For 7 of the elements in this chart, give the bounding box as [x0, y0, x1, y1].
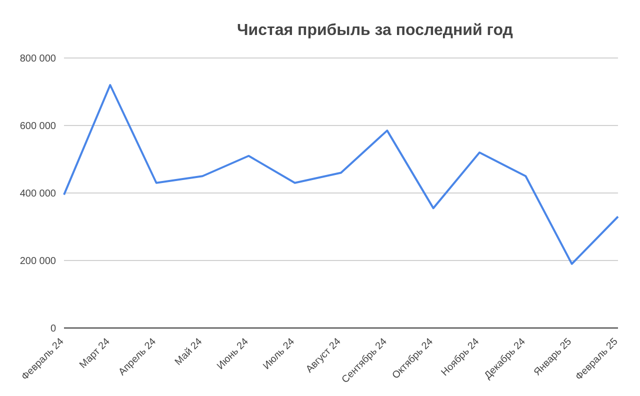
y-tick-label: 400 000 [20, 188, 56, 200]
y-tick-label: 600 000 [20, 121, 56, 132]
y-tick-label: 200 000 [20, 256, 56, 268]
line-series [63, 84, 619, 265]
y-tick-label: 0 [50, 324, 56, 335]
y-tick-label: 800 000 [20, 54, 56, 65]
chart-title: Чистая прибыль за последний год [236, 21, 514, 41]
